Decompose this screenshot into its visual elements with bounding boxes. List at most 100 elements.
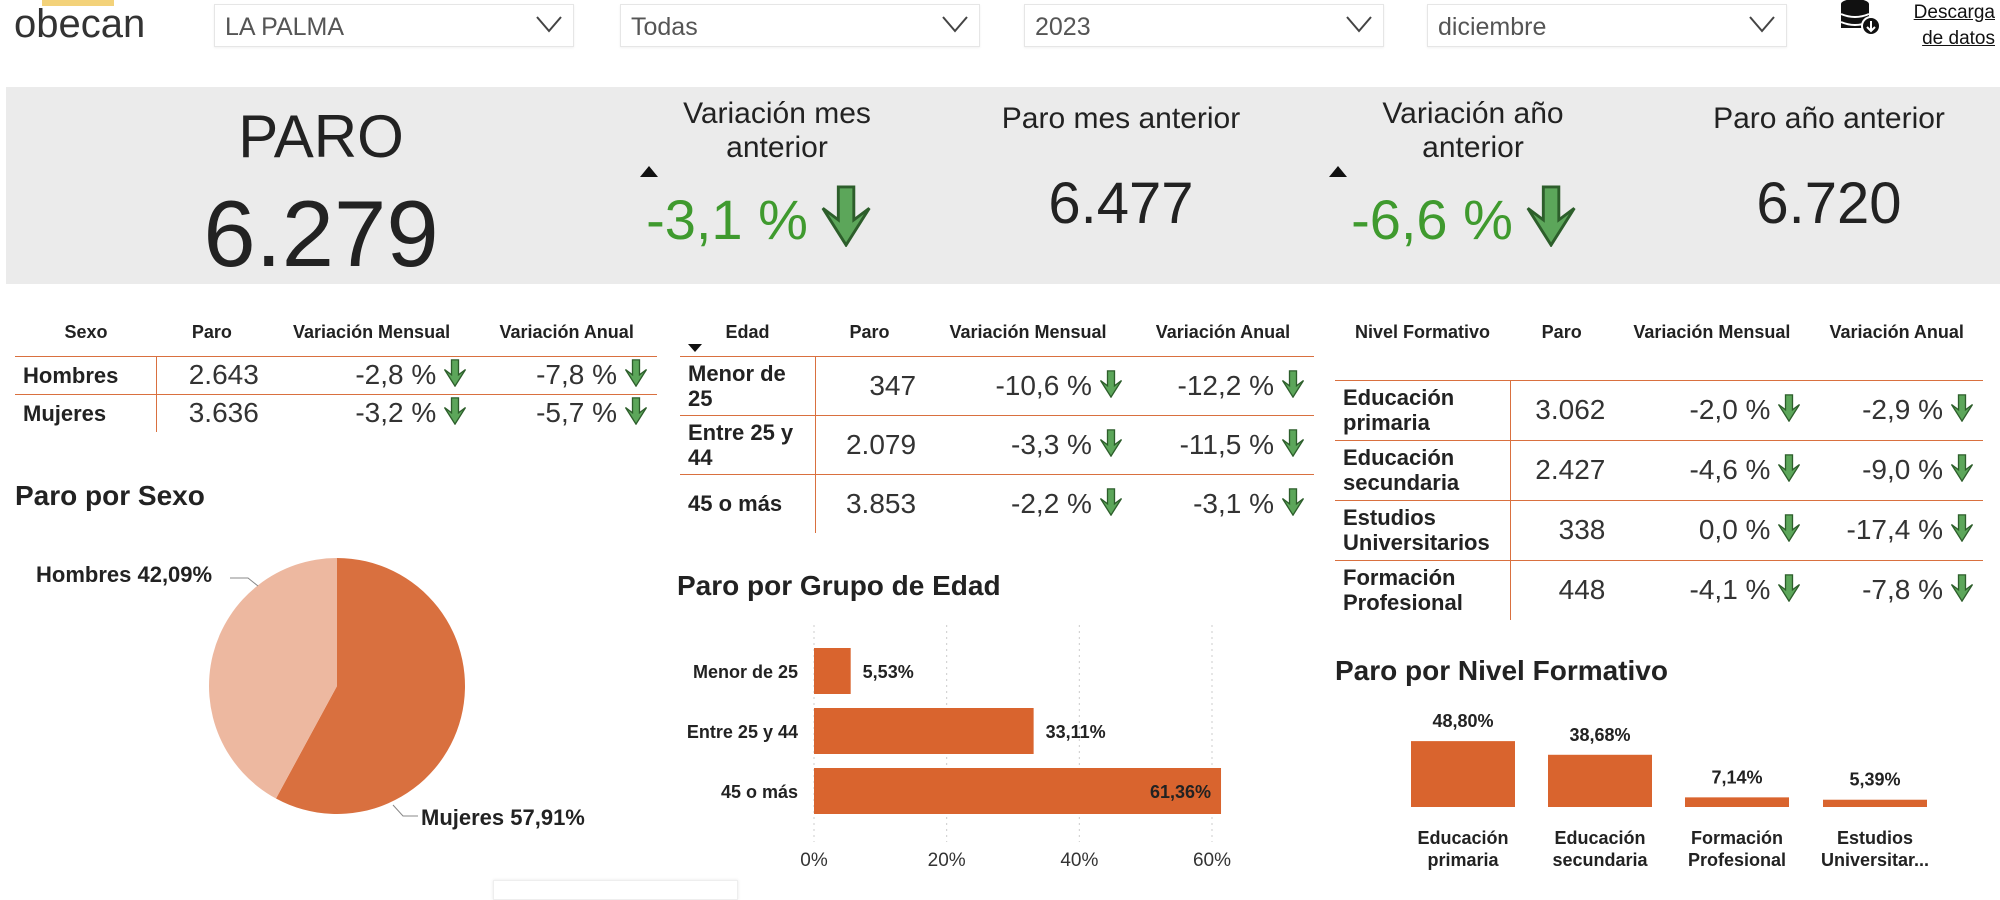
arrow-down-icon <box>1281 369 1305 398</box>
column-header[interactable]: Variación Mensual <box>1633 322 1791 342</box>
paro-cell: 347 <box>815 355 925 415</box>
variation-cell: -2,8 % <box>266 355 477 394</box>
pie-slice-hombres <box>209 558 337 799</box>
column-header[interactable]: Paro <box>191 322 232 342</box>
table-row: Educación primaria 3.062 -2,0 % -2,9 % <box>1335 379 1983 440</box>
variation-cell: -12,2 % <box>1131 355 1314 415</box>
var-mes-label: Variación mes anterior <box>683 97 871 164</box>
data-label: 5,53% <box>863 662 914 682</box>
paro-cell: 338 <box>1510 499 1614 560</box>
chevron-down-icon <box>536 16 562 33</box>
download-data-link[interactable]: Descarga de datos <box>1913 2 1995 49</box>
variation-cell: -4,6 % <box>1613 439 1811 500</box>
pie-leader-line <box>230 577 259 587</box>
data-label: 5,39% <box>1849 770 1900 790</box>
table-row: 45 o más 3.853 -2,2 % -3,1 % <box>680 473 1314 533</box>
row-label: Estudios Universitarios <box>1335 499 1511 560</box>
variation-cell: -7,8 % <box>476 355 657 394</box>
category-label: Profesional <box>1688 850 1786 870</box>
paro-mes-value: 6.477 <box>1048 171 1194 236</box>
column-header[interactable]: Nivel Formativo <box>1354 322 1491 342</box>
variation-cell: -2,0 % <box>1613 379 1811 440</box>
bar <box>814 648 851 694</box>
variation-cell: 0,0 % <box>1613 499 1811 560</box>
column-header[interactable]: Variación Anual <box>1829 322 1964 342</box>
data-label: 38,68% <box>1569 725 1630 745</box>
column-header[interactable]: Sexo <box>64 322 108 342</box>
category-label: Estudios <box>1837 828 1913 848</box>
x-tick-label: 40% <box>1060 850 1098 871</box>
variation-cell: -3,2 % <box>266 393 477 432</box>
pie-leader-line <box>392 804 418 817</box>
column-header[interactable]: Variación Anual <box>499 322 634 342</box>
arrow-down-icon <box>444 397 467 426</box>
arrow-down-icon <box>1099 369 1123 398</box>
chevron-down-icon <box>1749 16 1775 33</box>
arrow-down-icon <box>1281 428 1305 457</box>
arrow-down-icon <box>1281 487 1305 516</box>
category-label: Entre 25 y 44 <box>687 722 798 742</box>
arrow-down-icon <box>1778 454 1801 482</box>
dropdown-value: LA PALMA <box>225 13 345 41</box>
paro-cell: 3.636 <box>156 393 267 432</box>
table-row: Educación secundaria 2.427 -4,6 % -9,0 % <box>1335 439 1983 500</box>
row-label: Hombres <box>15 355 158 394</box>
dropdown-value: diciembre <box>1438 13 1547 41</box>
row-label: Educación secundaria <box>1335 439 1511 500</box>
row-label: Mujeres <box>15 393 158 432</box>
column-header[interactable]: Variación Mensual <box>293 322 451 342</box>
sexo-table: Sexo Paro Variación Mensual Variación Anual… <box>15 322 657 432</box>
variation-cell: -17,4 % <box>1810 499 1983 560</box>
chevron-down-icon <box>1346 16 1372 33</box>
municipality-dropdown[interactable]: Todas <box>620 4 980 47</box>
sort-triangle-icon <box>640 166 658 177</box>
row-label: Formación Profesional <box>1335 559 1511 620</box>
arrow-down-icon <box>1778 574 1801 603</box>
year-dropdown[interactable]: 2023 <box>1024 4 1384 47</box>
var-anio-label: Variación año anterior <box>1382 97 1564 164</box>
paro-anio-value: 6.720 <box>1756 171 1902 236</box>
logo: obecan <box>14 2 146 46</box>
table-row: Hombres 2.643 -2,8 % -7,8 % <box>15 355 657 394</box>
paro-cell: 3.062 <box>1510 379 1614 440</box>
sort-triangle-icon <box>1329 166 1347 177</box>
arrow-down-icon <box>1099 428 1123 457</box>
paro-cell: 3.853 <box>815 473 925 533</box>
column-header[interactable]: Paro <box>1541 322 1582 342</box>
paro-cell: 448 <box>1510 559 1614 620</box>
category-label: Educación <box>1417 828 1508 848</box>
data-label: 61,36% <box>1150 782 1211 802</box>
column-header[interactable]: Edad <box>725 322 770 342</box>
chevron-down-icon <box>942 16 968 33</box>
x-tick-label: 0% <box>800 850 828 871</box>
pie-label-hombres: Hombres 42,09% <box>36 562 212 587</box>
table-row: Entre 25 y 44 2.079 -3,3 % -11,5 % <box>680 414 1314 474</box>
var-anio-value: -6,6 % <box>1351 185 1579 252</box>
paro-cell: 2.427 <box>1510 439 1614 500</box>
database-download-icon[interactable] <box>1837 0 1881 36</box>
category-label: Menor de 25 <box>693 662 798 682</box>
column-header[interactable]: Variación Anual <box>1155 322 1291 342</box>
column-header[interactable]: Paro <box>849 322 890 342</box>
edad-table: Edad Paro Variación Mensual Variación Anual… <box>680 322 1314 533</box>
month-dropdown[interactable]: diciembre <box>1427 4 1787 47</box>
category-label: secundaria <box>1552 850 1648 870</box>
category-label: primaria <box>1427 850 1499 870</box>
data-label: 48,80% <box>1432 711 1493 731</box>
row-label: Educación primaria <box>1335 379 1511 440</box>
paro-value: 6.279 <box>203 181 439 286</box>
island-dropdown[interactable]: LA PALMA <box>214 4 574 47</box>
table-row: Formación Profesional 448 -4,1 % -7,8 % <box>1335 559 1983 620</box>
column-header[interactable]: Variación Mensual <box>949 322 1107 342</box>
variation-cell: -10,6 % <box>924 355 1132 415</box>
pie-label-mujeres: Mujeres 57,91% <box>421 805 585 830</box>
category-label: Educación <box>1554 828 1645 848</box>
variation-cell: -5,7 % <box>476 393 657 432</box>
pie-title: Paro por Sexo <box>15 480 205 511</box>
row-label: 45 o más <box>680 473 816 533</box>
age-chart-title: Paro por Grupo de Edad <box>677 570 1001 601</box>
arrow-down-icon <box>444 359 467 387</box>
variation-cell: -3,1 % <box>1131 473 1314 533</box>
x-tick-label: 60% <box>1193 850 1231 871</box>
